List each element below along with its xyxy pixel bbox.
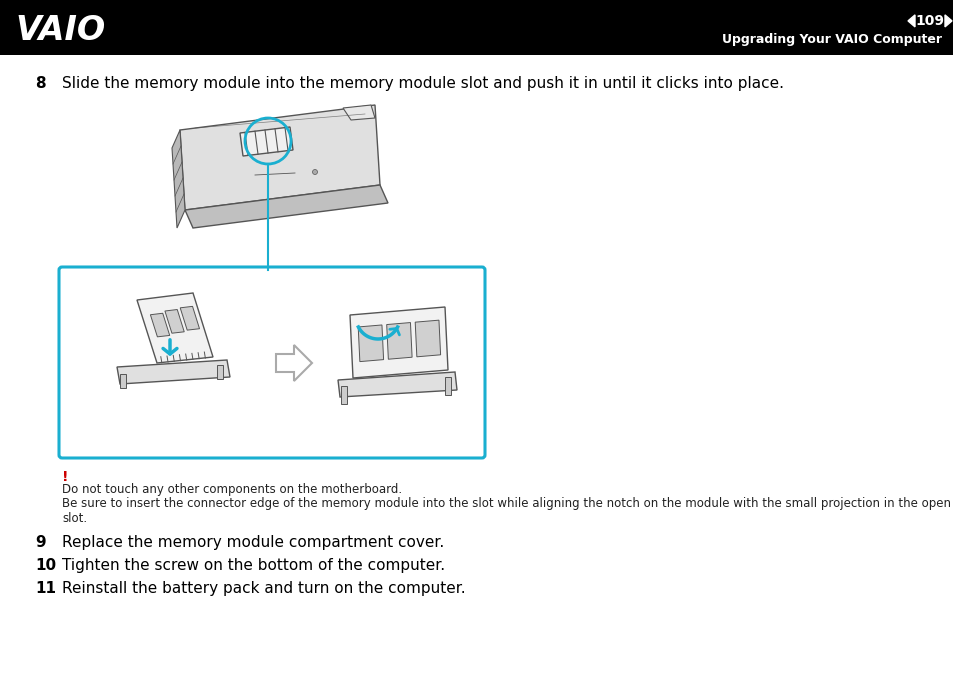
Polygon shape: [415, 320, 440, 357]
Polygon shape: [343, 105, 375, 120]
Bar: [216, 365, 223, 379]
Polygon shape: [350, 307, 448, 378]
Text: !: !: [62, 470, 69, 484]
Polygon shape: [275, 345, 312, 381]
Polygon shape: [240, 127, 293, 156]
Polygon shape: [185, 185, 388, 228]
Polygon shape: [907, 15, 914, 27]
Polygon shape: [172, 130, 185, 228]
FancyBboxPatch shape: [59, 267, 484, 458]
Polygon shape: [137, 293, 213, 363]
Text: Tighten the screw on the bottom of the computer.: Tighten the screw on the bottom of the c…: [62, 558, 445, 573]
Text: Do not touch any other components on the motherboard.: Do not touch any other components on the…: [62, 483, 402, 496]
Bar: [340, 386, 347, 404]
Polygon shape: [180, 105, 379, 210]
Text: Reinstall the battery pack and turn on the computer.: Reinstall the battery pack and turn on t…: [62, 581, 465, 596]
Text: Slide the memory module into the memory module slot and push it in until it clic: Slide the memory module into the memory …: [62, 76, 783, 91]
Polygon shape: [386, 323, 412, 359]
Text: 9: 9: [35, 535, 46, 550]
Bar: [444, 377, 451, 395]
Polygon shape: [165, 309, 184, 333]
Text: 8: 8: [35, 76, 46, 91]
Polygon shape: [151, 313, 170, 337]
Text: 10: 10: [35, 558, 56, 573]
Text: 11: 11: [35, 581, 56, 596]
Polygon shape: [944, 15, 951, 27]
Text: Upgrading Your VAIO Computer: Upgrading Your VAIO Computer: [721, 33, 941, 46]
Polygon shape: [337, 372, 456, 397]
Bar: [0, 0, 953, 55]
Polygon shape: [357, 325, 383, 362]
Circle shape: [313, 169, 317, 175]
Text: 109: 109: [915, 14, 943, 28]
Polygon shape: [117, 360, 230, 384]
Text: Be sure to insert the connector edge of the memory module into the slot while al: Be sure to insert the connector edge of …: [62, 497, 950, 525]
Text: Replace the memory module compartment cover.: Replace the memory module compartment co…: [62, 535, 444, 550]
Bar: [120, 374, 126, 388]
Polygon shape: [180, 307, 199, 330]
Text: VAIO: VAIO: [15, 13, 105, 47]
